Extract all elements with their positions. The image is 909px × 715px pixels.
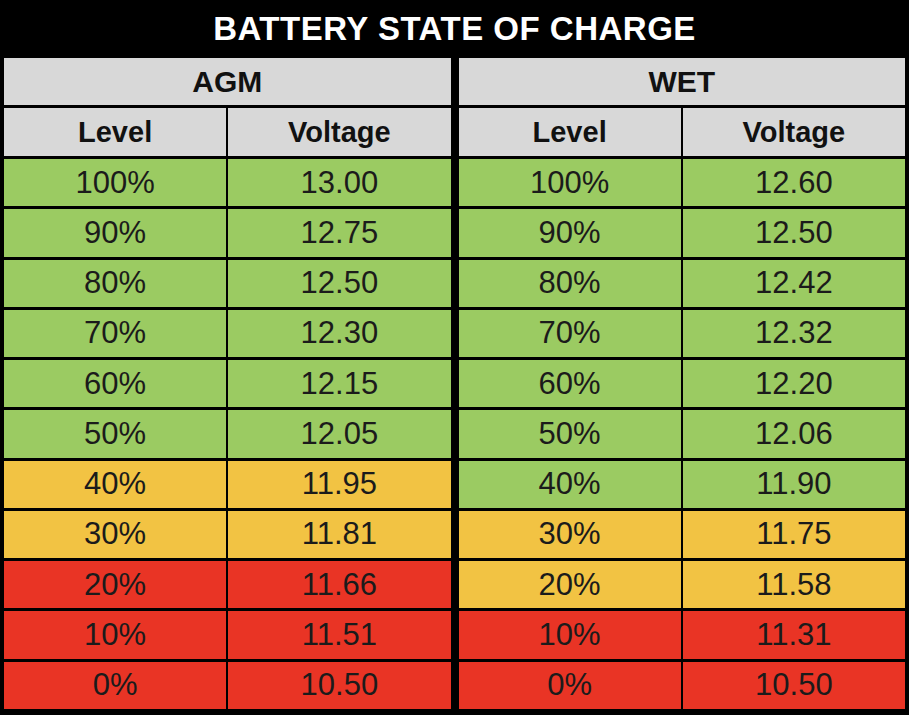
level-cell: 70% [459, 310, 681, 357]
voltage-cell: 12.50 [683, 209, 905, 256]
level-cell: 0% [4, 662, 226, 709]
level-cell: 100% [459, 159, 681, 206]
agm-voltage-column-header: Voltage [228, 108, 450, 156]
voltage-cell: 11.31 [683, 611, 905, 658]
table-row: 70%12.32 [459, 310, 906, 357]
table-row: 40%11.95 [4, 461, 451, 508]
table-row: 100%12.60 [459, 159, 906, 206]
page-title: BATTERY STATE OF CHARGE [0, 0, 909, 58]
table-row: 20%11.58 [459, 561, 906, 608]
wet-section: WET Level Voltage 100%12.6090%12.5080%12… [459, 58, 906, 709]
agm-section-header: AGM [4, 58, 451, 105]
level-cell: 20% [459, 561, 681, 608]
table-row: 90%12.75 [4, 209, 451, 256]
level-cell: 0% [459, 662, 681, 709]
voltage-cell: 12.05 [228, 410, 450, 457]
voltage-cell: 11.66 [228, 561, 450, 608]
voltage-cell: 12.60 [683, 159, 905, 206]
wet-voltage-column-header: Voltage [683, 108, 905, 156]
agm-column-headers: Level Voltage [4, 108, 451, 156]
table-row: 30%11.75 [459, 511, 906, 558]
table-row: 20%11.66 [4, 561, 451, 608]
table-row: 10%11.51 [4, 611, 451, 658]
level-cell: 50% [4, 410, 226, 457]
voltage-cell: 12.06 [683, 410, 905, 457]
table-row: 100%13.00 [4, 159, 451, 206]
level-cell: 90% [4, 209, 226, 256]
level-cell: 40% [4, 461, 226, 508]
voltage-cell: 11.75 [683, 511, 905, 558]
level-cell: 100% [4, 159, 226, 206]
agm-level-column-header: Level [4, 108, 226, 156]
level-cell: 80% [459, 260, 681, 307]
level-cell: 30% [459, 511, 681, 558]
level-cell: 50% [459, 410, 681, 457]
table-row: 90%12.50 [459, 209, 906, 256]
level-cell: 30% [4, 511, 226, 558]
table-row: 10%11.31 [459, 611, 906, 658]
level-cell: 10% [459, 611, 681, 658]
level-cell: 10% [4, 611, 226, 658]
level-cell: 20% [4, 561, 226, 608]
voltage-cell: 13.00 [228, 159, 450, 206]
level-cell: 60% [4, 360, 226, 407]
voltage-cell: 10.50 [683, 662, 905, 709]
table-row: 60%12.15 [4, 360, 451, 407]
voltage-cell: 12.75 [228, 209, 450, 256]
level-cell: 60% [459, 360, 681, 407]
table-row: 0%10.50 [4, 662, 451, 709]
voltage-cell: 11.81 [228, 511, 450, 558]
voltage-cell: 12.20 [683, 360, 905, 407]
battery-state-of-charge-table: BATTERY STATE OF CHARGE AGM Level Voltag… [0, 0, 909, 715]
voltage-cell: 11.90 [683, 461, 905, 508]
wet-section-header: WET [459, 58, 906, 105]
level-cell: 70% [4, 310, 226, 357]
voltage-cell: 10.50 [228, 662, 450, 709]
table-row: 80%12.50 [4, 260, 451, 307]
voltage-cell: 12.32 [683, 310, 905, 357]
voltage-cell: 11.51 [228, 611, 450, 658]
agm-section: AGM Level Voltage 100%13.0090%12.7580%12… [4, 58, 451, 709]
level-cell: 80% [4, 260, 226, 307]
voltage-cell: 12.30 [228, 310, 450, 357]
table-row: 70%12.30 [4, 310, 451, 357]
table-row: 50%12.05 [4, 410, 451, 457]
table-row: 40%11.90 [459, 461, 906, 508]
table-row: 50%12.06 [459, 410, 906, 457]
table-row: 0%10.50 [459, 662, 906, 709]
voltage-cell: 11.58 [683, 561, 905, 608]
level-cell: 90% [459, 209, 681, 256]
table-row: 30%11.81 [4, 511, 451, 558]
voltage-cell: 11.95 [228, 461, 450, 508]
voltage-cell: 12.42 [683, 260, 905, 307]
voltage-cell: 12.15 [228, 360, 450, 407]
wet-column-headers: Level Voltage [459, 108, 906, 156]
wet-level-column-header: Level [459, 108, 681, 156]
agm-rows: 100%13.0090%12.7580%12.5070%12.3060%12.1… [4, 159, 451, 709]
level-cell: 40% [459, 461, 681, 508]
table-row: 60%12.20 [459, 360, 906, 407]
wet-rows: 100%12.6090%12.5080%12.4270%12.3260%12.2… [459, 159, 906, 709]
voltage-cell: 12.50 [228, 260, 450, 307]
table-body: AGM Level Voltage 100%13.0090%12.7580%12… [0, 58, 909, 715]
table-row: 80%12.42 [459, 260, 906, 307]
